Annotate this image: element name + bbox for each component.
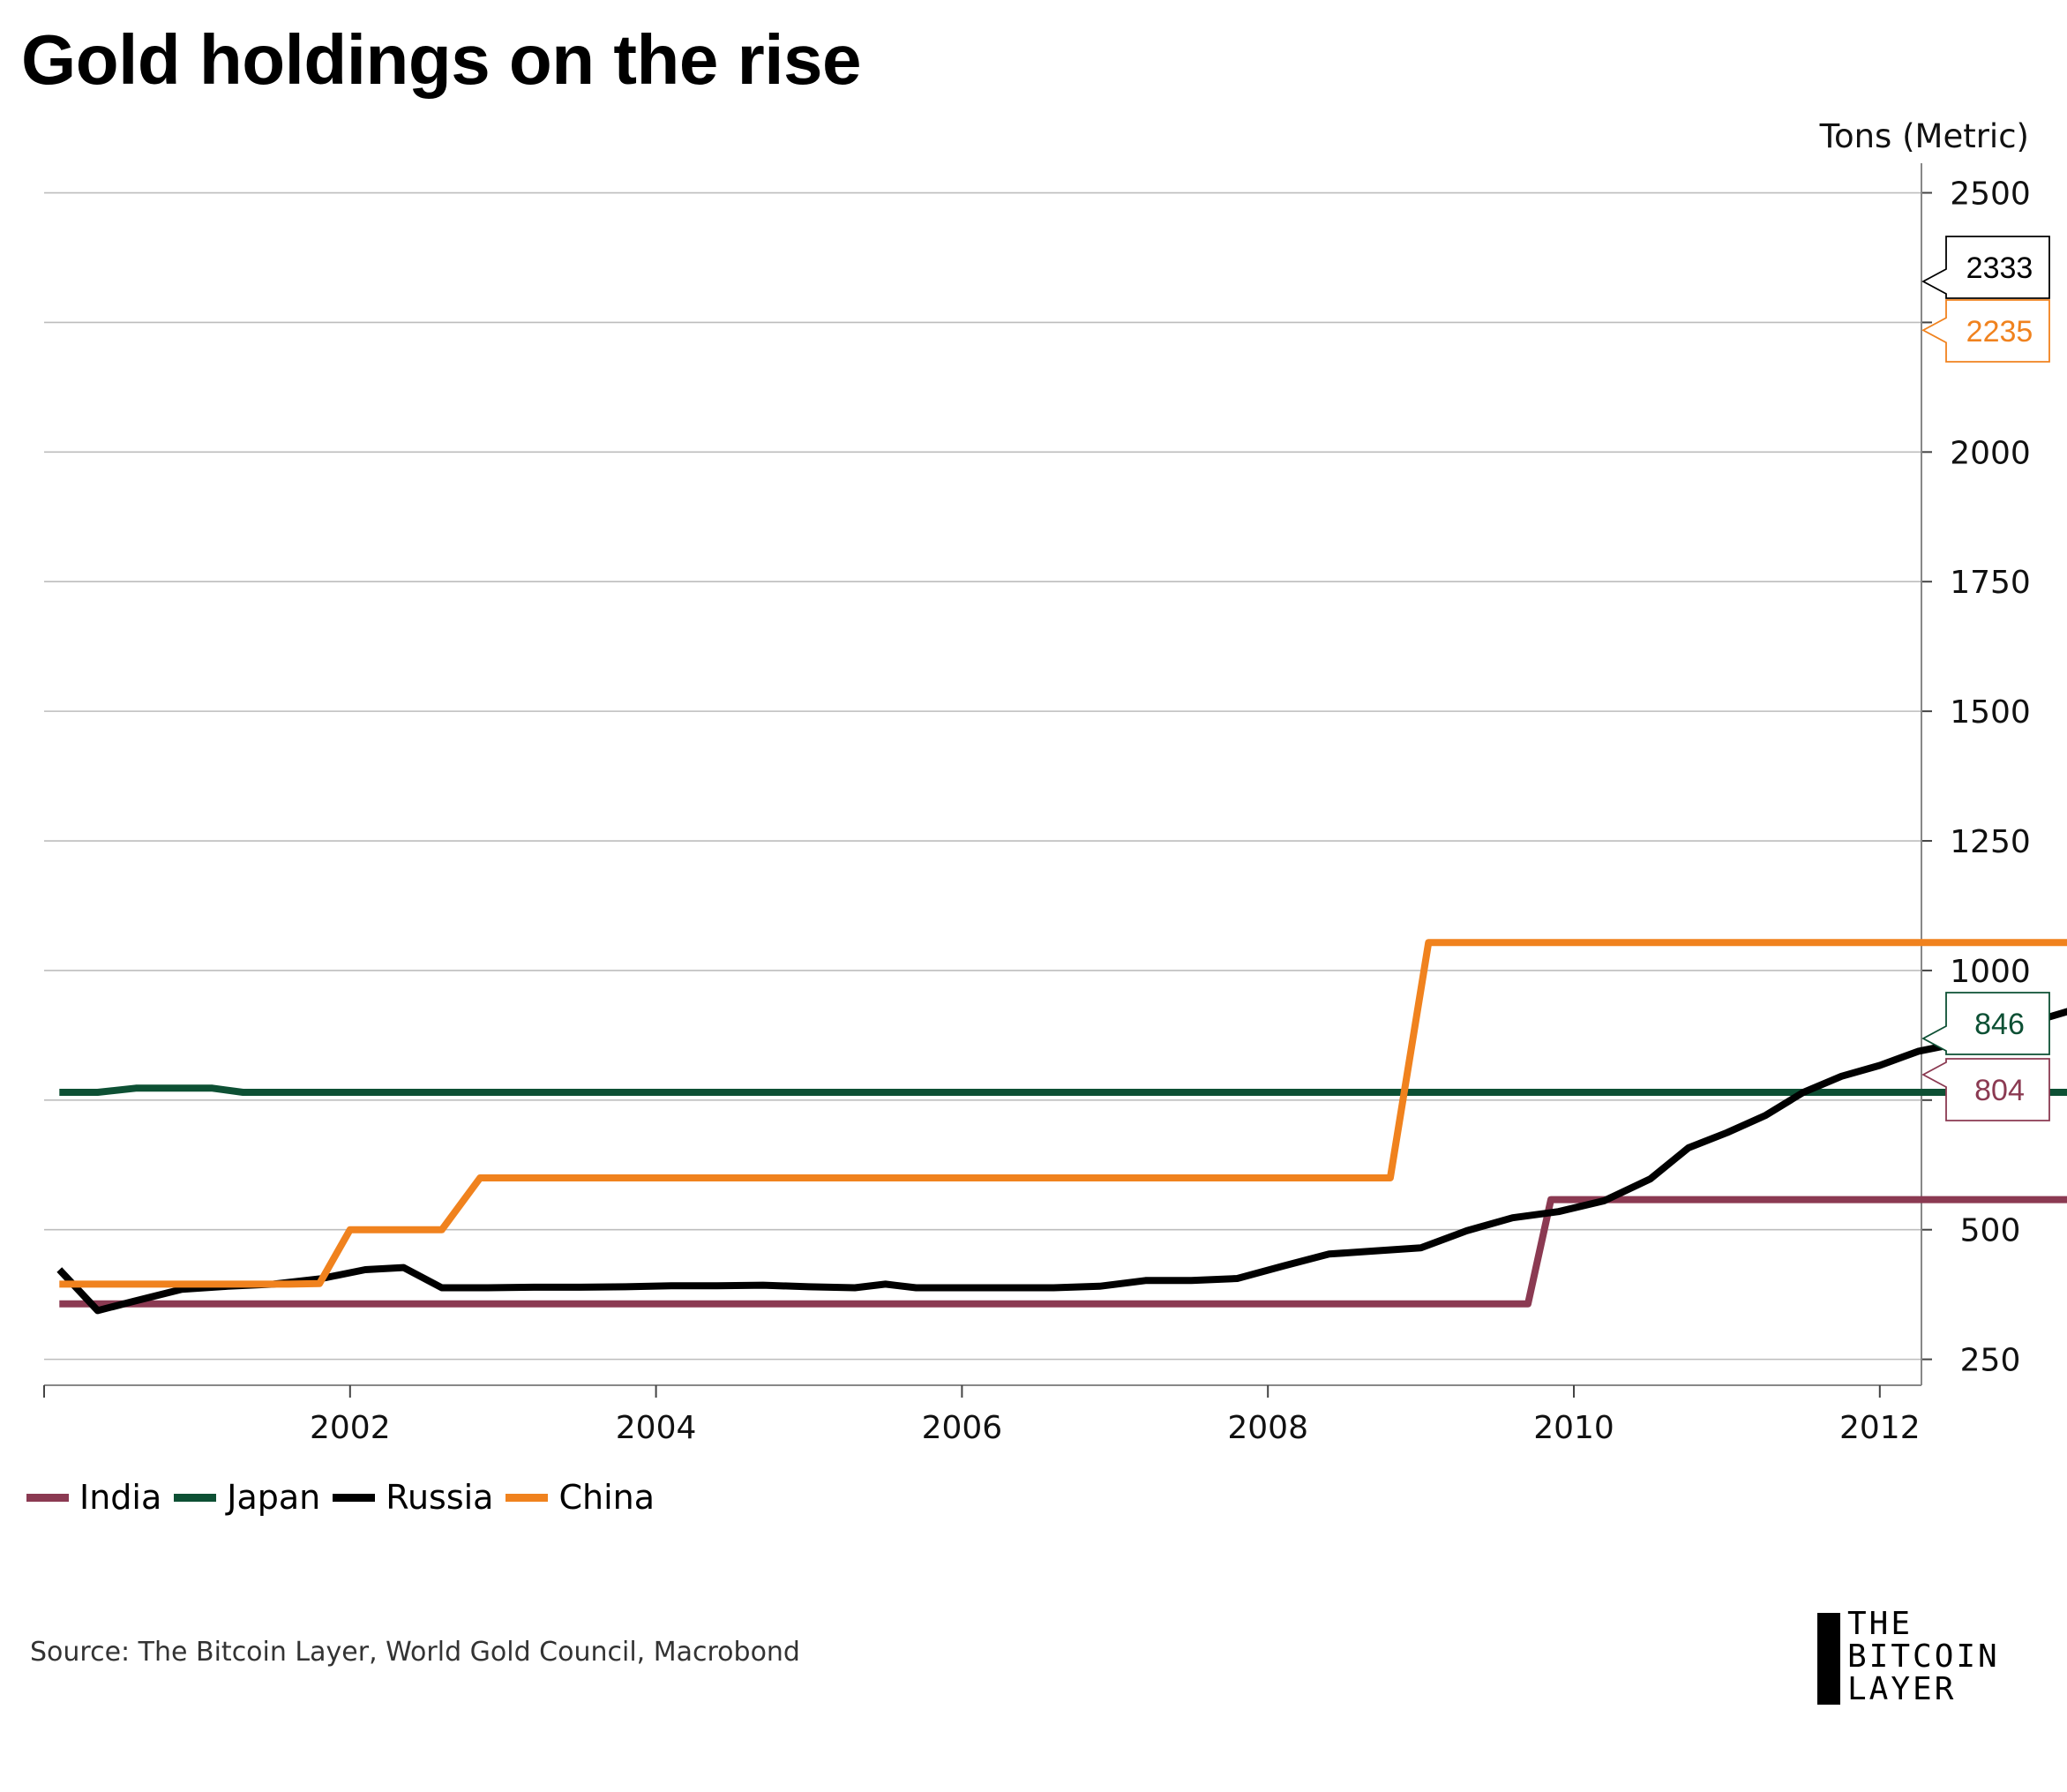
y-tick-label: 1750 <box>1950 565 2031 601</box>
y-axis-label: Tons (Metric) <box>1819 117 2029 155</box>
y-tick-label: 1250 <box>1950 824 2031 860</box>
end-label-china: 2235 <box>1921 299 2050 363</box>
x-tick-label: 2004 <box>616 1410 697 1446</box>
end-label-box <box>1921 236 2050 299</box>
x-tick-label: 2012 <box>1839 1410 1921 1446</box>
legend-swatch <box>174 1493 217 1502</box>
y-tick-label: 250 <box>1960 1343 2021 1379</box>
series-lines <box>56 939 2067 1315</box>
logo-line-2: BITCOIN <box>1847 1638 2000 1675</box>
end-label-india: 804 <box>1921 1058 2050 1121</box>
logo-line-3: LAYER <box>1847 1671 1957 1707</box>
logo-line-1: THE <box>1847 1606 1913 1642</box>
end-label-value: 804 <box>1974 1074 2025 1107</box>
legend-label: China <box>558 1478 655 1517</box>
gridlines <box>44 191 1921 1361</box>
legend-item-china: China <box>506 1478 655 1517</box>
series-line-russia <box>56 1008 2067 1315</box>
logo-wordmark: THE BITCOIN LAYER <box>1847 1608 2000 1706</box>
series-line-china <box>59 939 2067 1288</box>
x-tick-label: 2006 <box>922 1410 1003 1446</box>
legend-label: India <box>79 1478 162 1517</box>
series-line-japan <box>59 1084 2067 1096</box>
legend-item-japan: Japan <box>174 1478 320 1517</box>
end-label-russia: 2333 <box>1921 236 2050 299</box>
end-value-labels: 804 846 2333 2235 <box>1921 236 2050 1121</box>
legend-label: Russia <box>386 1478 494 1517</box>
chart-title: Gold holdings on the rise <box>21 20 861 99</box>
legend-label: Japan <box>227 1478 321 1517</box>
legend-swatch <box>333 1493 376 1502</box>
x-tick-label: 2010 <box>1533 1410 1614 1446</box>
y-tick-label: 500 <box>1960 1213 2021 1249</box>
y-tick-label: 2500 <box>1950 176 2031 213</box>
x-tick-label: 2002 <box>310 1410 391 1446</box>
bitcoin-layer-logo: THE BITCOIN LAYER <box>1817 1608 2056 1710</box>
y-tick-label: 1000 <box>1950 954 2031 990</box>
source-note: Source: The Bitcoin Layer, World Gold Co… <box>30 1637 800 1668</box>
end-label-value: 2333 <box>1966 251 2033 285</box>
y-tick-label: 1500 <box>1950 694 2031 731</box>
end-label-value: 2235 <box>1966 315 2033 349</box>
end-label-box <box>1921 992 2050 1055</box>
logo-bar-icon <box>1817 1613 1840 1705</box>
legend-swatch <box>506 1493 549 1502</box>
legend-item-russia: Russia <box>333 1478 493 1517</box>
axes: 250 500 1000 1250 1500 1750 2000 2500 2002 2004 20… <box>43 163 2031 1446</box>
x-tick-label: 2008 <box>1227 1410 1308 1446</box>
y-tick-label: 2000 <box>1950 435 2031 471</box>
end-label-japan: 846 <box>1921 992 2050 1055</box>
end-label-box <box>1921 299 2050 363</box>
legend: India Japan Russia China <box>26 1478 667 1517</box>
legend-item-india: India <box>26 1478 161 1517</box>
legend-swatch <box>26 1493 69 1502</box>
end-label-value: 846 <box>1974 1008 2025 1041</box>
end-label-box <box>1921 1058 2050 1121</box>
